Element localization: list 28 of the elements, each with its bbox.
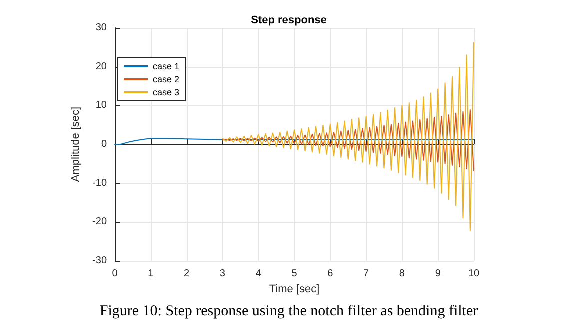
y-axis-title: Amplitude [sec]: [70, 106, 82, 182]
caption: Figure 10: Step response using the notch filter as bending filter: [100, 304, 478, 320]
chart-title: Step response: [251, 14, 327, 26]
legend-label: case 2: [153, 74, 180, 84]
y-tick-label: -10: [92, 178, 108, 189]
y-tick-label: 10: [96, 100, 108, 112]
y-tick-label: 20: [96, 61, 108, 72]
x-tick-label: 0: [112, 268, 118, 280]
y-tick-label: -20: [92, 216, 108, 228]
y-tick-label: 0: [101, 139, 108, 150]
x-tick-label: 8: [399, 268, 406, 280]
line-series: [222, 109, 474, 172]
x-tick-label: 7: [364, 268, 370, 280]
line-series: [222, 42, 474, 232]
x-tick-label: 4: [256, 268, 262, 280]
x-tick-label: 5: [292, 268, 298, 280]
x-tick-label: 3: [220, 268, 226, 280]
line-series: [114, 138, 474, 146]
x-tick-label: 2: [184, 268, 190, 280]
x-axis-title: Time [sec]: [269, 283, 320, 296]
y-tick-label: 30: [96, 22, 108, 34]
x-tick-label: 9: [435, 268, 442, 280]
y-tick-label: -30: [92, 256, 108, 266]
x-tick-label: 10: [468, 268, 480, 280]
x-tick-label: 6: [328, 268, 334, 280]
legend-label: case 3: [153, 88, 180, 98]
x-tick-label: 1: [148, 268, 154, 280]
legend-label: case 1: [153, 62, 180, 72]
